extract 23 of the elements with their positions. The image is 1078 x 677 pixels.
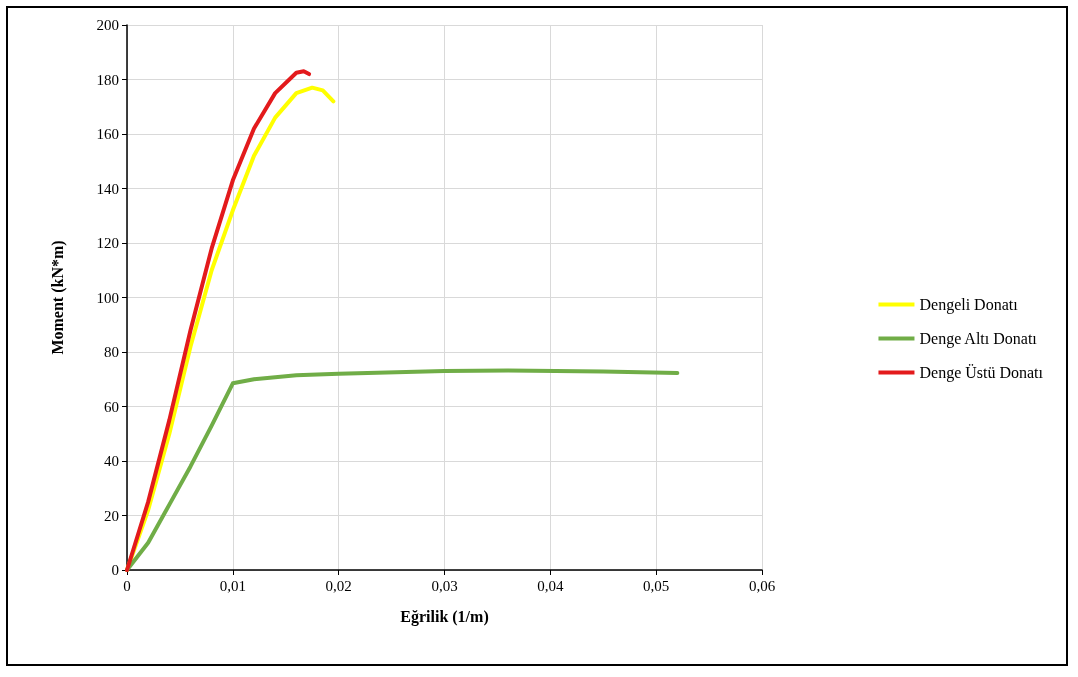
y-tick-label: 140 (96, 180, 119, 197)
y-tick-label: 60 (104, 398, 119, 415)
x-tick-label: 0,01 (219, 577, 246, 594)
y-tick-label: 100 (96, 289, 119, 306)
x-axis-title: Eğrilik (1/m) (400, 607, 489, 626)
y-tick-label: 200 (96, 17, 119, 33)
y-tick-label: 180 (96, 71, 119, 88)
x-tick-label: 0,04 (537, 577, 564, 594)
x-tick-label: 0 (123, 577, 131, 594)
y-tick-label: 20 (104, 507, 119, 524)
y-axis-title: Moment (kN*m) (48, 240, 67, 355)
y-tick-label: 40 (104, 453, 119, 469)
y-tick-label: 80 (104, 344, 119, 360)
legend-label: Denge Üstü Donatı (919, 364, 1044, 382)
x-tick-label: 0,06 (748, 577, 776, 594)
legend-label: Denge Altı Donatı (919, 330, 1038, 348)
x-tick-label: 0,02 (325, 577, 352, 594)
legend-label: Dengeli Donatı (919, 296, 1019, 314)
y-tick-label: 0 (111, 562, 119, 578)
x-tick-label: 0,03 (431, 577, 458, 594)
y-tick-label: 120 (96, 235, 119, 251)
y-tick-label: 160 (96, 126, 119, 142)
x-tick-label: 0,05 (643, 577, 670, 594)
